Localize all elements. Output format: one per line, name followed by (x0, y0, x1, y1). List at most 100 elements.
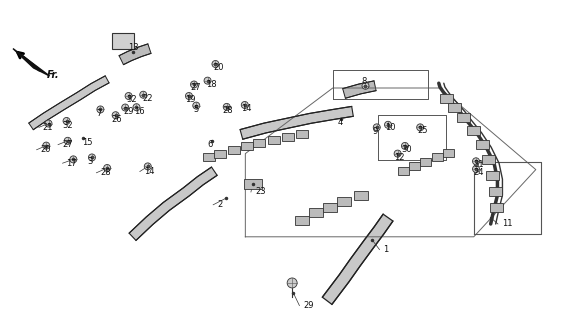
Text: 19: 19 (185, 95, 196, 104)
Circle shape (287, 278, 297, 288)
Bar (323, 203, 337, 212)
Text: 16: 16 (134, 107, 145, 116)
Text: 11: 11 (502, 220, 513, 228)
Bar (475, 140, 489, 148)
Text: 5: 5 (193, 105, 198, 114)
Circle shape (144, 163, 151, 170)
Text: 15: 15 (82, 138, 92, 147)
Circle shape (473, 158, 479, 165)
Text: 21: 21 (43, 123, 54, 132)
Bar (482, 155, 495, 164)
Circle shape (112, 112, 119, 119)
Circle shape (125, 92, 132, 100)
Circle shape (186, 92, 192, 100)
Circle shape (70, 156, 77, 163)
Circle shape (212, 60, 219, 68)
Circle shape (97, 106, 104, 113)
Text: 14: 14 (241, 104, 252, 113)
Circle shape (191, 81, 197, 88)
Bar (253, 139, 266, 147)
Bar (281, 133, 294, 141)
Text: 1: 1 (384, 245, 389, 254)
Polygon shape (129, 167, 217, 240)
Text: Fr.: Fr. (47, 69, 60, 80)
Text: 26: 26 (112, 115, 122, 124)
Bar (440, 94, 453, 103)
Bar (467, 126, 481, 135)
Bar (354, 191, 368, 200)
Text: 6: 6 (208, 140, 213, 149)
Circle shape (89, 154, 95, 161)
Bar (112, 33, 134, 49)
Bar (241, 142, 253, 150)
Circle shape (64, 137, 71, 144)
Text: 25: 25 (417, 126, 428, 135)
Bar (228, 146, 240, 154)
Circle shape (43, 142, 50, 149)
Bar (420, 157, 431, 166)
Text: 22: 22 (142, 94, 153, 103)
Circle shape (473, 165, 479, 172)
Circle shape (394, 150, 401, 157)
Bar (431, 153, 443, 161)
Bar (490, 203, 503, 212)
Bar (409, 163, 420, 170)
Text: 9: 9 (372, 127, 377, 136)
Circle shape (373, 124, 380, 131)
Text: 10: 10 (385, 124, 395, 132)
Text: 20: 20 (41, 145, 51, 154)
Circle shape (417, 124, 424, 131)
Circle shape (122, 104, 129, 111)
Polygon shape (119, 44, 151, 65)
Text: 31: 31 (474, 160, 484, 169)
Text: 3: 3 (87, 157, 93, 166)
Circle shape (45, 120, 52, 127)
Circle shape (241, 101, 248, 108)
Circle shape (104, 164, 111, 172)
Polygon shape (343, 81, 376, 98)
Text: 17: 17 (67, 159, 77, 168)
Bar (488, 187, 502, 196)
Circle shape (402, 142, 408, 149)
Polygon shape (13, 49, 50, 76)
Polygon shape (29, 76, 109, 130)
Bar (244, 179, 262, 189)
Circle shape (140, 91, 147, 98)
Bar (337, 197, 351, 206)
Text: 8: 8 (361, 77, 367, 86)
Bar (443, 149, 454, 157)
Circle shape (133, 104, 140, 111)
Circle shape (204, 77, 211, 84)
Bar (202, 153, 215, 161)
Text: 27: 27 (191, 84, 201, 92)
Circle shape (385, 121, 391, 128)
Text: 14: 14 (144, 167, 155, 176)
Text: 28: 28 (223, 106, 233, 115)
Text: 7: 7 (96, 109, 102, 118)
Circle shape (193, 102, 200, 109)
Bar (457, 113, 470, 122)
Circle shape (223, 103, 230, 110)
Bar (447, 103, 461, 112)
Bar (295, 216, 309, 225)
Circle shape (63, 117, 70, 124)
Text: 32: 32 (126, 95, 137, 104)
Text: 27: 27 (62, 140, 73, 149)
Bar (486, 171, 500, 180)
Polygon shape (240, 107, 353, 139)
Text: 12: 12 (394, 153, 404, 162)
Bar (214, 149, 226, 157)
Bar (267, 135, 280, 143)
Text: 23: 23 (255, 188, 266, 196)
Text: 30: 30 (402, 145, 412, 154)
Text: 29: 29 (303, 301, 314, 310)
Text: 29: 29 (123, 107, 134, 116)
Bar (296, 130, 308, 138)
Bar (398, 167, 409, 175)
Circle shape (362, 82, 369, 89)
Polygon shape (323, 214, 393, 304)
Text: 4: 4 (337, 118, 342, 127)
Text: 18: 18 (206, 80, 217, 89)
Text: 28: 28 (100, 168, 111, 177)
Text: 24: 24 (474, 168, 484, 177)
